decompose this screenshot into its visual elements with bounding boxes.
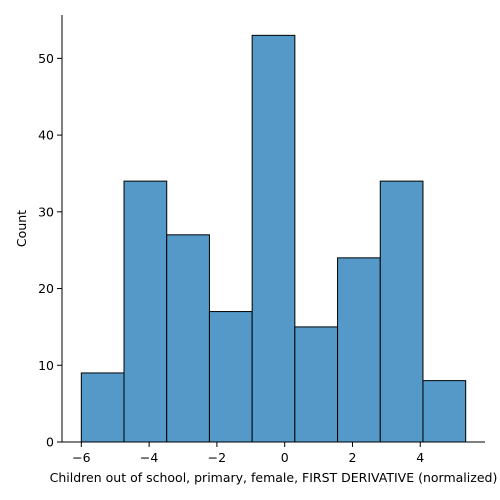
y-axis-ticks: 0 10 20 30 40 50 bbox=[38, 51, 62, 450]
histogram-bar bbox=[166, 234, 210, 443]
x-tick-label: −2 bbox=[208, 450, 226, 465]
x-tick-label: 4 bbox=[416, 450, 424, 465]
y-axis-label: Count bbox=[14, 210, 29, 247]
histogram-bar bbox=[208, 311, 253, 443]
histogram-bar bbox=[294, 326, 339, 443]
y-tick-label: 30 bbox=[38, 204, 54, 219]
histogram-bar bbox=[379, 180, 424, 443]
x-axis-label: Children out of school, primary, female,… bbox=[50, 470, 498, 485]
y-tick-label: 40 bbox=[38, 128, 54, 143]
y-tick-label: 20 bbox=[38, 281, 54, 296]
x-tick-label: 0 bbox=[281, 450, 289, 465]
x-axis-ticks: −6 −4 −2 0 2 4 bbox=[72, 442, 424, 465]
histogram-bar bbox=[80, 372, 125, 443]
histogram-bar bbox=[123, 180, 168, 443]
bars-group bbox=[80, 34, 467, 443]
x-tick-label: 2 bbox=[348, 450, 356, 465]
x-tick-label: −4 bbox=[140, 450, 158, 465]
y-tick-label: 10 bbox=[38, 358, 54, 373]
histogram-bar bbox=[337, 257, 381, 443]
x-tick-label: −6 bbox=[72, 450, 90, 465]
y-tick-label: 50 bbox=[38, 51, 54, 66]
histogram-bar bbox=[422, 380, 467, 443]
histogram-bar bbox=[251, 34, 296, 443]
y-tick-label: 0 bbox=[46, 435, 54, 450]
